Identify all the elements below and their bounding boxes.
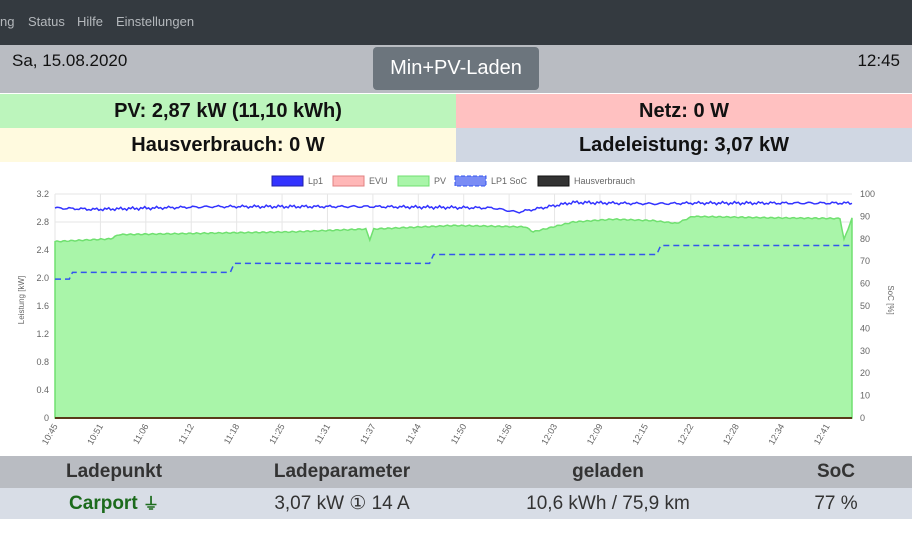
- time-display: 12:45: [857, 51, 900, 70]
- nav-item-hilfe[interactable]: Hilfe: [77, 14, 104, 29]
- x-axis-ticks: 10:45 10:51 11:06 11:12 11:18 11:25 11:31 11:37…: [40, 422, 832, 447]
- y2-tick-label: 50: [860, 301, 870, 311]
- y-tick-label: 2.8: [36, 217, 49, 227]
- nav-item-einstellungen[interactable]: Einstellungen: [116, 14, 195, 29]
- x-tick-label: 11:50: [449, 422, 469, 446]
- pv-area: [54, 215, 853, 419]
- x-tick-label: 12:15: [630, 422, 650, 447]
- legend-swatch-lp1: [271, 175, 304, 187]
- power-chart: 0 0.4 0.8 1.2 1.6 2.0 2.4 2.8 3.2 0 10 20 30 40 50 60 7…: [0, 162, 912, 455]
- y2-tick-label: 30: [860, 346, 870, 356]
- x-tick-label: 11:56: [494, 422, 514, 446]
- y2-tick-label: 10: [860, 391, 870, 401]
- header-ladeparameter: Ladeparameter: [273, 461, 411, 482]
- x-tick-label: 12:28: [721, 422, 741, 447]
- nav-item-status[interactable]: Status: [28, 14, 65, 29]
- x-tick-label: 12:22: [676, 422, 696, 447]
- nav-item-truncated[interactable]: ng: [0, 14, 15, 29]
- header-soc: SoC: [817, 461, 855, 482]
- y-tick-label: 3.2: [36, 189, 49, 199]
- y-tick-label: 2.0: [36, 273, 49, 283]
- ladeleistung-info: Ladeleistung: 3,07 kW: [456, 128, 912, 162]
- ladepunkt-cell[interactable]: Carport ⏚: [0, 488, 228, 519]
- header-ladepunkt: Ladepunkt: [65, 461, 163, 482]
- power-chart-svg: 0 0.4 0.8 1.2 1.6 2.0 2.4 2.8 3.2 0 10 20 30 40 50 60 7…: [17, 175, 895, 447]
- legend-label-pv: PV: [434, 176, 446, 186]
- legend-label-soc: LP1 SoC: [491, 176, 528, 186]
- y-axis-ticks: 0 0.4 0.8 1.2 1.6 2.0 2.4 2.8 3.2: [36, 189, 49, 423]
- x-tick-label: 11:31: [313, 422, 333, 446]
- netz-power-info: Netz: 0 W: [456, 94, 912, 128]
- soc-line: [55, 244, 852, 280]
- x-tick-label: 11:06: [131, 422, 151, 446]
- chart-legend: Lp1 EVU PV LP1 SoC Hausverbrauch: [271, 175, 635, 187]
- ladepunkt-name: Carport: [69, 493, 138, 514]
- legend-label-evu: EVU: [369, 176, 388, 186]
- x-tick-label: 12:34: [766, 422, 786, 447]
- header-geladen: geladen: [572, 461, 644, 482]
- legend-swatch-pv: [397, 175, 430, 187]
- plug-icon: ⏚: [142, 496, 159, 513]
- y-tick-label: 0: [44, 413, 49, 423]
- charge-point-table-header: Ladepunkt Ladeparameter geladen SoC: [0, 456, 912, 488]
- legend-swatch-soc: [454, 175, 487, 187]
- y2-tick-label: 100: [860, 189, 875, 199]
- geladen-cell: 10,6 kWh / 75,9 km: [526, 493, 690, 514]
- y-axis-label: Leistung [kW]: [17, 276, 26, 324]
- x-tick-label: 11:44: [403, 422, 423, 446]
- y2-axis-label: SoC [%]: [886, 285, 895, 314]
- y-tick-label: 1.6: [36, 301, 49, 311]
- x-tick-label: 12:09: [585, 422, 605, 447]
- lp1-line: [54, 200, 853, 214]
- legend-swatch-evu: [332, 175, 365, 187]
- pv-power-info: PV: 2,87 kW (11,10 kWh): [0, 94, 456, 128]
- charge-point-row: Carport ⏚ 3,07 kW ① 14 A 10,6 kWh / 75,9…: [0, 488, 912, 519]
- x-tick-label: 11:12: [176, 422, 196, 446]
- x-tick-label: 10:45: [40, 422, 60, 447]
- navbar: ng Status Hilfe Einstellungen: [0, 0, 912, 45]
- y2-tick-label: 70: [860, 256, 870, 266]
- legend-label-lp1: Lp1: [308, 176, 323, 186]
- y2-tick-label: 90: [860, 211, 870, 221]
- x-tick-label: 11:37: [358, 422, 378, 446]
- legend-label-hausverbrauch: Hausverbrauch: [574, 176, 635, 186]
- y2-tick-label: 40: [860, 323, 870, 333]
- y-tick-label: 0.8: [36, 357, 49, 367]
- y2-tick-label: 20: [860, 368, 870, 378]
- ladeparameter-cell: 3,07 kW ① 14 A: [274, 493, 410, 514]
- y2-tick-label: 80: [860, 234, 870, 244]
- x-tick-label: 10:51: [85, 422, 105, 447]
- x-tick-label: 12:41: [812, 422, 832, 447]
- hausverbrauch-info: Hausverbrauch: 0 W: [0, 128, 456, 162]
- y-tick-label: 1.2: [36, 329, 49, 339]
- y-tick-label: 0.4: [36, 385, 49, 395]
- y2-axis-ticks: 0 10 20 30 40 50 60 70 80 90 100: [860, 189, 875, 423]
- y-tick-label: 2.4: [36, 245, 49, 255]
- soc-cell: 77 %: [814, 493, 858, 514]
- x-tick-label: 12:03: [539, 422, 559, 447]
- x-tick-label: 11:18: [222, 422, 242, 446]
- y2-tick-label: 0: [860, 413, 865, 423]
- legend-swatch-hausverbrauch: [537, 175, 570, 187]
- y2-tick-label: 60: [860, 279, 870, 289]
- charge-mode-button[interactable]: Min+PV-Laden: [373, 47, 539, 90]
- x-tick-label: 11:25: [267, 422, 287, 446]
- date-display: Sa, 15.08.2020: [12, 51, 128, 70]
